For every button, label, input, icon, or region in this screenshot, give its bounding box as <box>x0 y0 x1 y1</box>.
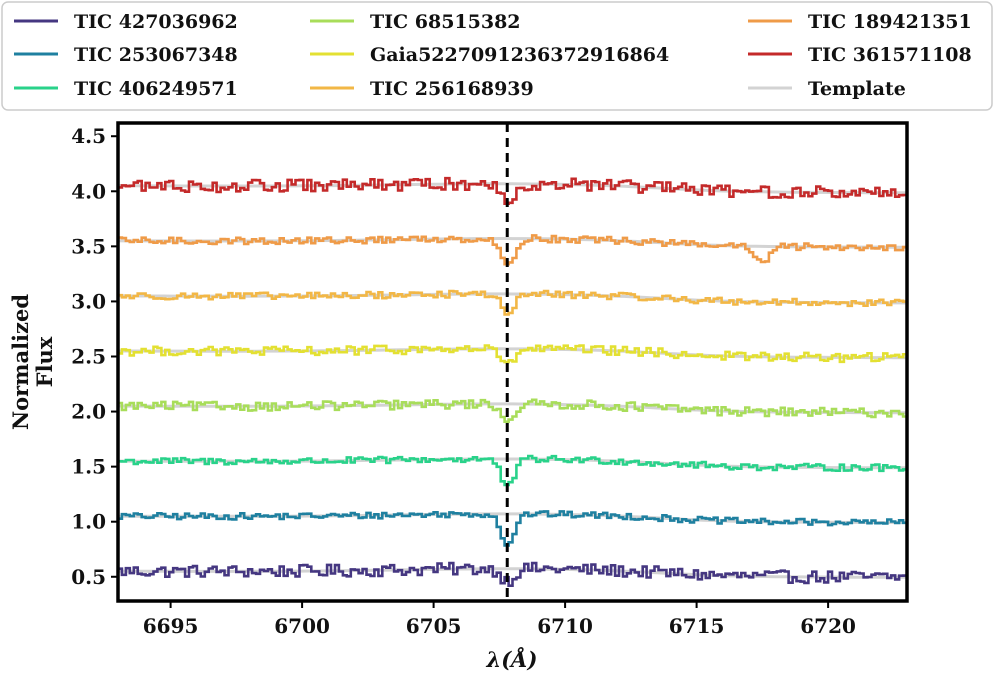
legend-label: TIC 189421351 <box>808 11 972 33</box>
y-tick-label: 2.0 <box>71 400 106 424</box>
series-line-3 <box>118 454 907 487</box>
series-line-8 <box>118 176 907 205</box>
y-tick-label: 3.5 <box>71 234 106 258</box>
series-line-6 <box>118 289 907 316</box>
y-axis-label: Normalized Flux <box>8 294 57 430</box>
legend-label: TIC 68515382 <box>370 11 521 33</box>
legend-box <box>1 1 993 111</box>
y-tick-label: 1.0 <box>71 510 106 534</box>
axis-ticks: 6695 6700 6705 6710 6715 6720 0.5 1.0 1.5 2.0 2.5 3… <box>71 124 856 638</box>
y-tick-label: 0.5 <box>71 565 106 589</box>
plot-frame <box>116 121 909 603</box>
legend: TIC 427036962 TIC 253067348 TIC 406249571 T… <box>1 1 993 111</box>
legend-label: TIC 427036962 <box>74 11 238 33</box>
x-tick-label: 6710 <box>537 614 593 638</box>
x-tick-label: 6720 <box>800 614 856 638</box>
x-tick-label: 6700 <box>274 614 330 638</box>
y-tick-label: 3.0 <box>71 289 106 313</box>
legend-label: TIC 256168939 <box>370 78 534 100</box>
y-axis-label-line-1: Normalized <box>8 294 33 430</box>
x-tick-label: 6695 <box>143 614 199 638</box>
legend-label: TIC 253067348 <box>74 44 238 66</box>
x-axis-label: λ(Å) <box>486 647 538 672</box>
series-line-1 <box>118 561 907 587</box>
y-tick-label: 4.5 <box>71 124 106 148</box>
legend-label: TIC 361571108 <box>808 44 972 66</box>
y-tick-label: 4.0 <box>71 179 106 203</box>
series-line-4 <box>118 398 907 423</box>
y-tick-label: 1.5 <box>71 455 106 479</box>
y-tick-label: 2.5 <box>71 344 106 368</box>
legend-label: TIC 406249571 <box>74 78 238 100</box>
series-line-5 <box>118 344 907 364</box>
x-tick-label: 6715 <box>669 614 725 638</box>
legend-label: Template <box>808 78 906 100</box>
y-axis-label-line-2: Flux <box>32 336 57 387</box>
series-line-2 <box>118 510 907 547</box>
series-line-7 <box>118 234 907 266</box>
x-tick-label: 6705 <box>406 614 462 638</box>
plot-area <box>118 123 907 601</box>
legend-label: Gaia5227091236372916864 <box>370 44 669 66</box>
